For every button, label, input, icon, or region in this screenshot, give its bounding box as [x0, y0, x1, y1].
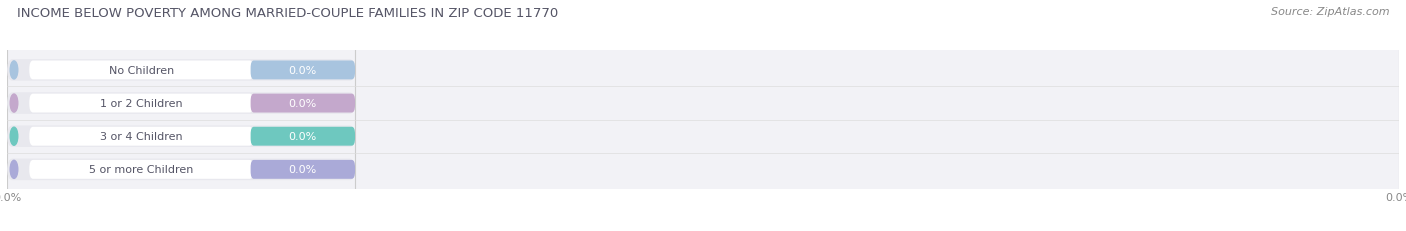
Text: 5 or more Children: 5 or more Children [89, 165, 194, 175]
Text: No Children: No Children [108, 66, 174, 76]
FancyBboxPatch shape [250, 127, 354, 146]
Circle shape [10, 128, 18, 146]
Text: 0.0%: 0.0% [288, 66, 316, 76]
Text: 1 or 2 Children: 1 or 2 Children [100, 99, 183, 109]
FancyBboxPatch shape [7, 126, 354, 147]
Text: 3 or 4 Children: 3 or 4 Children [100, 132, 183, 142]
FancyBboxPatch shape [30, 160, 253, 179]
Text: 0.0%: 0.0% [288, 99, 316, 109]
FancyBboxPatch shape [7, 60, 354, 81]
FancyBboxPatch shape [250, 61, 354, 80]
Text: INCOME BELOW POVERTY AMONG MARRIED-COUPLE FAMILIES IN ZIP CODE 11770: INCOME BELOW POVERTY AMONG MARRIED-COUPL… [17, 7, 558, 20]
Circle shape [10, 62, 18, 80]
Text: Source: ZipAtlas.com: Source: ZipAtlas.com [1271, 7, 1389, 17]
Text: 0.0%: 0.0% [288, 132, 316, 142]
FancyBboxPatch shape [250, 94, 354, 113]
FancyBboxPatch shape [7, 93, 354, 114]
Circle shape [10, 161, 18, 179]
FancyBboxPatch shape [30, 94, 253, 113]
FancyBboxPatch shape [250, 160, 354, 179]
FancyBboxPatch shape [30, 61, 253, 80]
Text: 0.0%: 0.0% [288, 165, 316, 175]
FancyBboxPatch shape [30, 127, 253, 146]
Circle shape [10, 95, 18, 113]
FancyBboxPatch shape [7, 159, 354, 180]
